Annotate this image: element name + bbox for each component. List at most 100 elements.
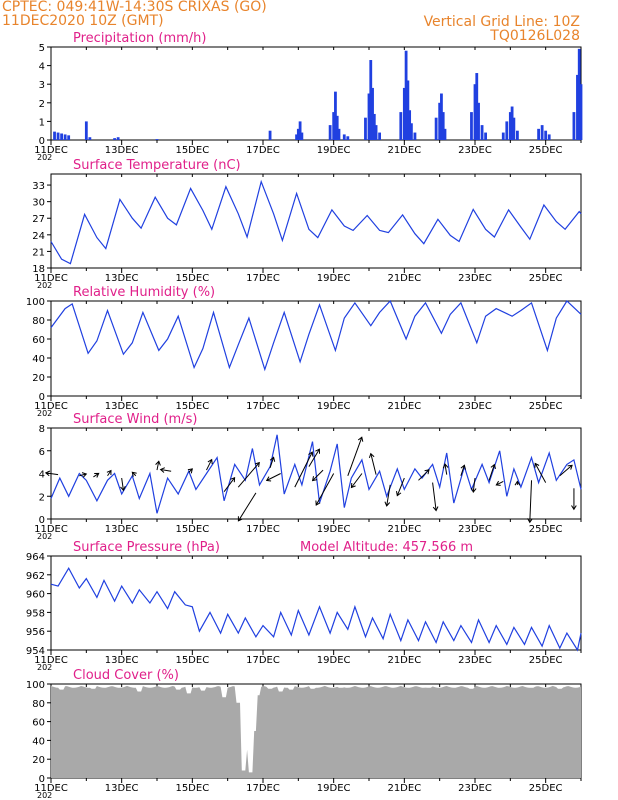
wind-vector-head xyxy=(269,456,276,462)
wind-vector-head xyxy=(120,485,126,492)
wind-vector xyxy=(534,463,547,483)
wind-xtick-label: 11DEC xyxy=(34,524,68,535)
precip-bar xyxy=(404,50,408,140)
wind-vector xyxy=(351,473,363,488)
pres-xtick-label: 19DEC xyxy=(317,655,351,666)
temp-ytick-label: 33 xyxy=(32,181,45,192)
rh-ytick-label: 0 xyxy=(39,392,45,403)
wind-vector xyxy=(237,462,260,488)
wind-title: Surface Wind (m/s) xyxy=(73,412,197,427)
cloud-xtick-label: 19DEC xyxy=(317,783,351,794)
precip-bar xyxy=(300,132,304,140)
wind-vector-head xyxy=(155,460,161,466)
wind-vector xyxy=(386,484,391,506)
precip-bar xyxy=(477,102,480,140)
precip-bar xyxy=(572,112,576,140)
precip-bar xyxy=(544,130,548,140)
precip-bar xyxy=(576,74,579,140)
precip-bar xyxy=(484,132,487,140)
wind-vector-head xyxy=(265,476,272,482)
precip-xtick-label: 13DEC xyxy=(105,145,139,156)
wind-vector-head xyxy=(534,462,540,468)
precip-bar xyxy=(113,138,116,140)
wind-vector-head xyxy=(230,476,236,483)
wind-vector xyxy=(444,464,448,475)
wind-vector xyxy=(269,457,275,468)
cloud-cover-area xyxy=(51,685,581,778)
rh-series-line xyxy=(50,299,582,372)
model-altitude-label: Model Altitude: 457.566 m xyxy=(300,540,473,555)
precip-ytick-label: 5 xyxy=(39,43,45,54)
precip-bar xyxy=(438,102,442,140)
temp-xtick-label: 11DEC xyxy=(34,273,68,284)
precip-bar xyxy=(413,132,417,140)
wind-vector xyxy=(312,469,324,481)
precip-bar xyxy=(155,139,159,140)
precip-ytick-label: 2 xyxy=(39,99,45,110)
rh-xtick-label: 23DEC xyxy=(458,401,492,412)
wind-vector xyxy=(93,472,99,478)
precip-bar xyxy=(328,125,332,140)
wind-vector xyxy=(488,464,495,481)
pres-ytick-label: 960 xyxy=(26,590,45,601)
precip-bar xyxy=(402,87,406,140)
wind-vector-head xyxy=(495,480,501,486)
wind-vector xyxy=(418,469,430,481)
wind-vector-head xyxy=(237,516,243,522)
wind-vector xyxy=(79,473,87,477)
cloud-title: Cloud Cover (%) xyxy=(73,668,179,683)
pres-xtick-label: 11DEC xyxy=(34,655,68,666)
wind-vector xyxy=(472,477,476,493)
wind-xtick-label: 21DEC xyxy=(387,524,421,535)
wind-vector xyxy=(347,437,363,476)
wind-vector-head xyxy=(571,505,577,511)
precip-bar xyxy=(374,125,378,140)
cloud-xtick-label: 21DEC xyxy=(387,783,421,794)
precip-xtick-label: 11DEC xyxy=(34,145,68,156)
wind-vector-head xyxy=(357,436,364,442)
cloud-xtick-label: 13DEC xyxy=(105,783,139,794)
wind-vector-head xyxy=(81,472,88,478)
rh-title: Relative Humidity (%) xyxy=(73,285,215,300)
pres-title: Surface Pressure (hPa) xyxy=(73,540,220,555)
precip-ytick-label: 3 xyxy=(39,80,45,91)
pres-year-label: 202 xyxy=(37,663,52,672)
precip-bar xyxy=(371,87,374,140)
temp-ytick-label: 24 xyxy=(32,231,45,242)
precip-bar xyxy=(434,117,438,140)
pres-xtick-label: 23DEC xyxy=(458,655,492,666)
precip-bar xyxy=(480,125,484,140)
precip-bar xyxy=(332,112,336,140)
precip-bar xyxy=(473,84,477,140)
temp-xtick-label: 17DEC xyxy=(246,273,280,284)
precip-ytick-label: 4 xyxy=(39,62,45,73)
precip-bar xyxy=(475,73,479,140)
wind-vector-head xyxy=(442,463,449,469)
temp-frame xyxy=(50,173,582,269)
pres-series-line xyxy=(50,566,582,652)
precip-bar xyxy=(378,132,381,140)
wind-vector xyxy=(529,480,533,523)
temp-xtick-label: 23DEC xyxy=(458,273,492,284)
temp-ytick-label: 21 xyxy=(32,247,45,258)
temp-title: Surface Temperature (nC) xyxy=(73,158,241,173)
precip-bar xyxy=(410,123,413,140)
wind-vector xyxy=(294,451,313,488)
rh-xtick-label: 17DEC xyxy=(246,401,280,412)
wind-vector xyxy=(496,481,504,486)
wind-year-label: 202 xyxy=(37,532,52,541)
precip-frame xyxy=(50,46,582,141)
precip-bar xyxy=(399,112,403,140)
pres-xtick-label: 17DEC xyxy=(246,655,280,666)
rh-ytick-label: 100 xyxy=(26,297,45,308)
precip-bar xyxy=(56,132,60,140)
wind-ytick-label: 0 xyxy=(39,515,45,526)
wind-vector-head xyxy=(527,518,533,524)
wind-vector-head xyxy=(470,487,477,494)
precip-bar xyxy=(67,135,71,140)
precip-ytick-label: 0 xyxy=(39,136,45,147)
pres-xtick-label: 25DEC xyxy=(529,655,563,666)
precip-bar xyxy=(501,132,505,140)
wind-xtick-label: 15DEC xyxy=(175,524,209,535)
